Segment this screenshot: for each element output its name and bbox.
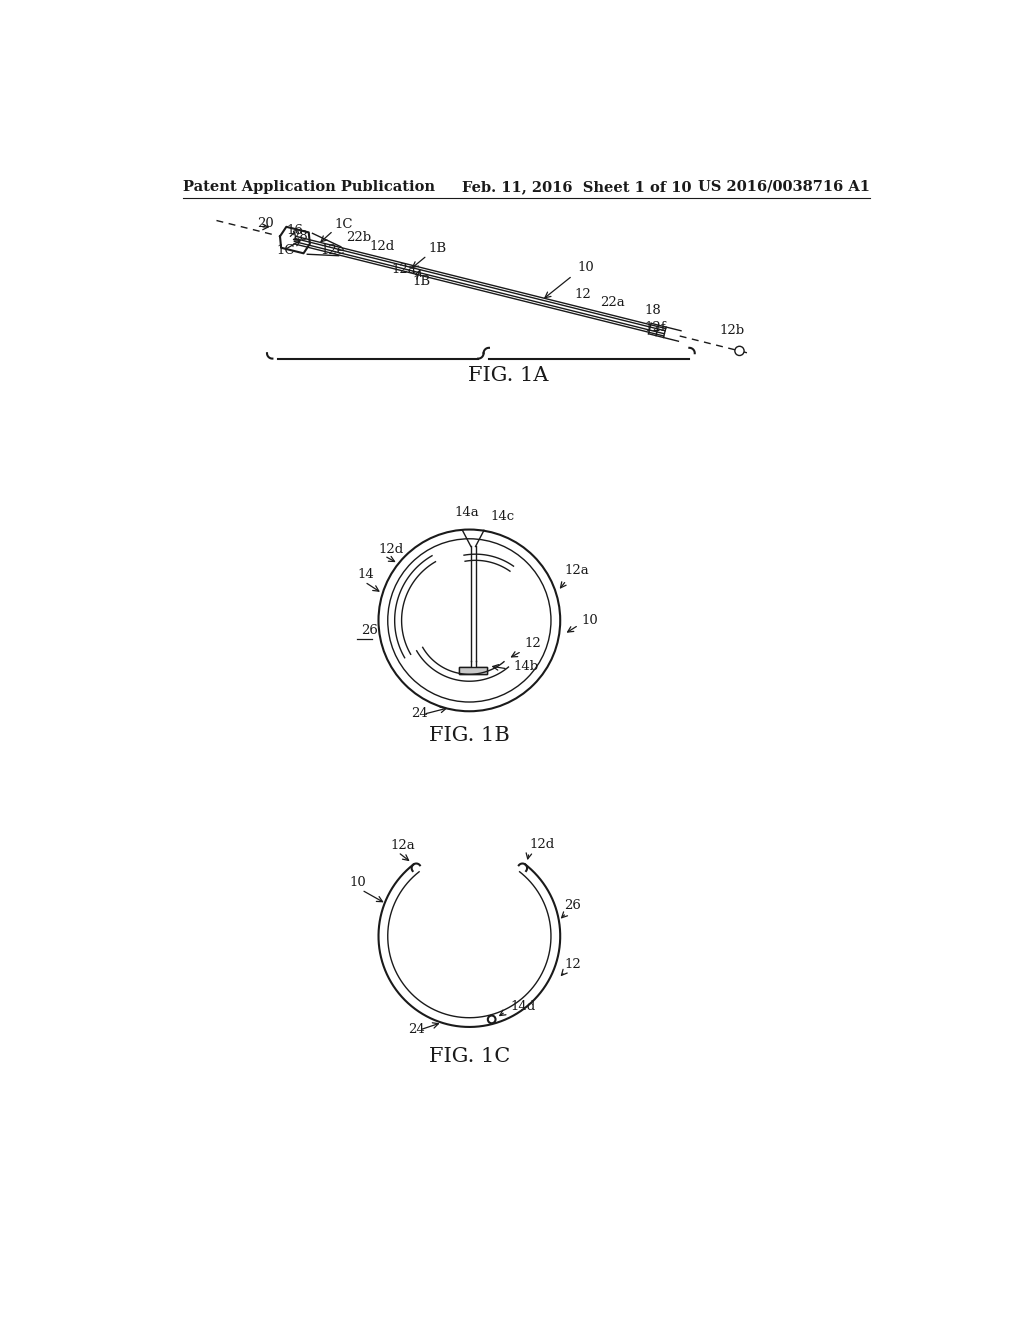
Text: 12d: 12d bbox=[369, 240, 394, 253]
Text: 14c: 14c bbox=[490, 510, 514, 523]
Text: 18: 18 bbox=[644, 304, 660, 317]
Text: 1B: 1B bbox=[429, 243, 446, 255]
Circle shape bbox=[487, 1015, 496, 1023]
Text: 28: 28 bbox=[292, 231, 308, 243]
Text: 14b: 14b bbox=[513, 660, 539, 673]
Text: Feb. 11, 2016  Sheet 1 of 10: Feb. 11, 2016 Sheet 1 of 10 bbox=[462, 180, 691, 194]
Text: 26: 26 bbox=[361, 624, 379, 638]
Text: 10: 10 bbox=[582, 614, 599, 627]
Text: 12a: 12a bbox=[390, 840, 415, 853]
Text: 10: 10 bbox=[349, 876, 366, 890]
Text: 22b: 22b bbox=[346, 231, 371, 244]
Text: 14d: 14d bbox=[511, 1001, 537, 1014]
Text: 22a: 22a bbox=[600, 296, 625, 309]
Text: 12: 12 bbox=[564, 958, 581, 972]
Text: 1C: 1C bbox=[335, 218, 353, 231]
Text: 12d: 12d bbox=[378, 543, 403, 556]
Circle shape bbox=[735, 346, 744, 355]
Text: 24: 24 bbox=[412, 708, 428, 721]
Text: 1B: 1B bbox=[412, 275, 430, 288]
Text: 12b: 12b bbox=[720, 323, 744, 337]
Text: 12: 12 bbox=[574, 288, 591, 301]
Text: US 2016/0038716 A1: US 2016/0038716 A1 bbox=[697, 180, 869, 194]
Text: 10: 10 bbox=[578, 261, 595, 275]
Text: 12a: 12a bbox=[564, 564, 589, 577]
Text: 12f: 12f bbox=[644, 321, 666, 334]
Text: FIG. 1C: FIG. 1C bbox=[429, 1047, 510, 1065]
Bar bbox=[460, 668, 487, 673]
Text: 20: 20 bbox=[257, 216, 273, 230]
Text: 16: 16 bbox=[287, 224, 303, 238]
Text: 14a: 14a bbox=[455, 506, 479, 519]
Text: FIG. 1A: FIG. 1A bbox=[468, 366, 548, 385]
Text: 12d: 12d bbox=[529, 838, 554, 850]
Text: Patent Application Publication: Patent Application Publication bbox=[183, 180, 435, 194]
Text: 1C: 1C bbox=[276, 244, 295, 257]
Text: 12a: 12a bbox=[391, 263, 416, 276]
Text: FIG. 1B: FIG. 1B bbox=[429, 726, 510, 746]
Text: 12e: 12e bbox=[321, 244, 345, 257]
Text: 14: 14 bbox=[357, 568, 374, 581]
Text: 24: 24 bbox=[408, 1023, 425, 1036]
Text: 12: 12 bbox=[524, 638, 542, 651]
Text: 26: 26 bbox=[564, 899, 581, 912]
